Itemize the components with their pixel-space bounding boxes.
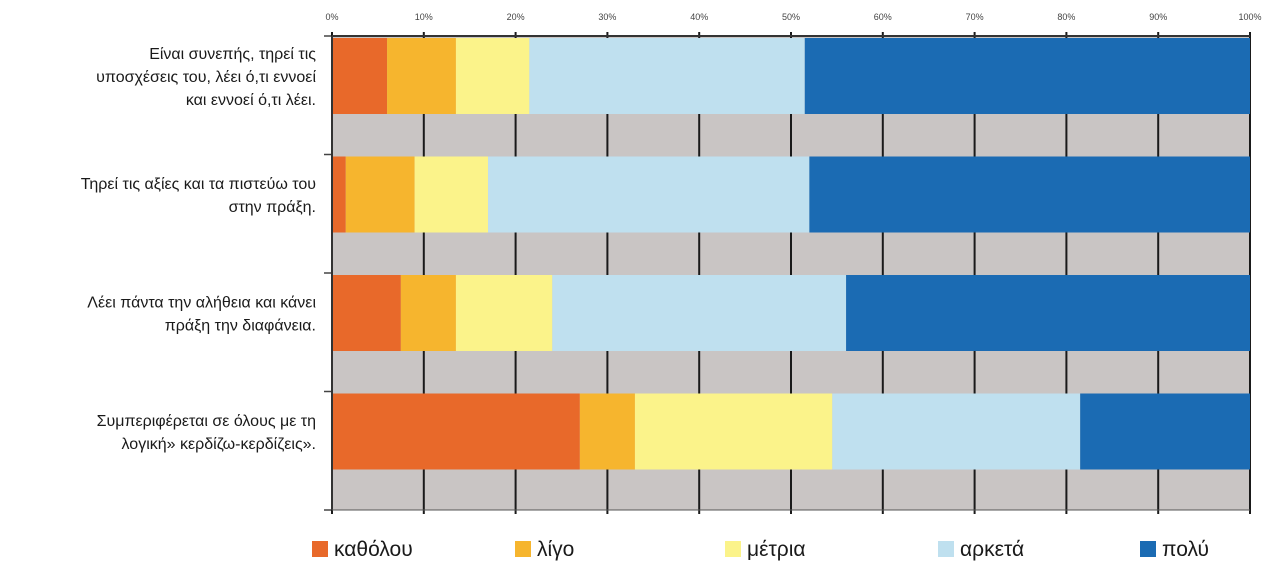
bar-segment xyxy=(1080,393,1250,470)
x-tick-label: 10% xyxy=(415,12,433,22)
x-tick-label: 80% xyxy=(1057,12,1075,22)
bar-segment xyxy=(332,156,346,233)
bar-segment xyxy=(809,156,1250,233)
category-label: Τηρεί τις αξίες και τα πιστεύω του στην π… xyxy=(81,176,316,216)
legend-label: καθόλου xyxy=(334,538,413,561)
legend-swatch xyxy=(312,541,328,557)
x-tick-label: 100% xyxy=(1238,12,1261,22)
bar-segment xyxy=(634,393,833,470)
x-tick-label: 30% xyxy=(598,12,616,22)
x-tick-label: 0% xyxy=(325,12,338,22)
legend-swatch xyxy=(515,541,531,557)
bar-segment xyxy=(846,275,1250,351)
category-label-line: Λέει πάντα την αλήθεια και κάνει xyxy=(87,295,316,312)
x-tick-label: 70% xyxy=(966,12,984,22)
category-label: Είναι συνεπής, τηρεί τις υποσχέσεις του, … xyxy=(96,46,316,109)
bar-segment xyxy=(414,156,489,233)
category-label-line: και εννοεί ό,τι λέει. xyxy=(186,92,316,109)
bar-segment xyxy=(332,275,401,351)
legend-label: αρκετά xyxy=(960,538,1024,561)
category-label-line: στην πράξη. xyxy=(229,199,316,216)
category-label-line: Συμπεριφέρεται σε όλους με τη xyxy=(97,413,316,430)
legend-swatch xyxy=(725,541,741,557)
bar-segment xyxy=(579,393,635,470)
category-label-line: Τηρεί τις αξίες και τα πιστεύω του xyxy=(81,176,316,193)
bar-segment xyxy=(804,38,1250,114)
legend-swatch xyxy=(938,541,954,557)
bar-segment xyxy=(400,275,456,351)
bar-segment xyxy=(387,38,456,114)
bar-segment xyxy=(332,393,580,470)
bar-segment xyxy=(552,275,847,351)
category-label-line: πράξη την διαφάνεια. xyxy=(165,318,316,335)
category-label-line: λογική» κερδίζω-κερδίζεις». xyxy=(122,436,316,453)
category-label: Συμπεριφέρεται σε όλους με τη λογική» κερ… xyxy=(97,413,316,453)
bar-segment xyxy=(455,275,553,351)
bar-segment xyxy=(529,38,805,114)
x-tick-label: 50% xyxy=(782,12,800,22)
category-label-line: υποσχέσεις του, λέει ό,τι εννοεί xyxy=(96,69,316,86)
legend-swatch xyxy=(1140,541,1156,557)
bar-segment xyxy=(488,156,810,233)
legend-label: μέτρια xyxy=(747,538,806,561)
x-tick-label: 40% xyxy=(690,12,708,22)
bar-segment xyxy=(455,38,530,114)
category-label: Λέει πάντα την αλήθεια και κάνει πράξη τη… xyxy=(87,295,316,335)
category-label-line: Είναι συνεπής, τηρεί τις xyxy=(149,46,316,63)
x-tick-label: 60% xyxy=(874,12,892,22)
x-tick-label: 90% xyxy=(1149,12,1167,22)
x-tick-label: 20% xyxy=(507,12,525,22)
legend-label: λίγο xyxy=(537,538,574,561)
bar-segment xyxy=(345,156,415,233)
bar-segment xyxy=(832,393,1081,470)
legend-label: πολύ xyxy=(1162,538,1209,561)
bar-segment xyxy=(332,38,388,114)
